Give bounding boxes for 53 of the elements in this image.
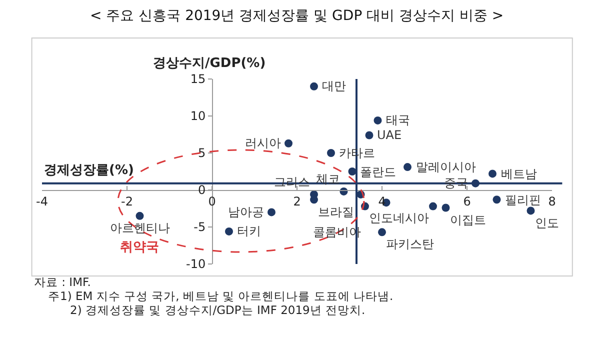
x-tick-label: -2 xyxy=(121,194,133,208)
point xyxy=(327,149,335,157)
text: 주1) EM 지수 구성 국가, 베트남 및 아르헨티나를 도표에 나타냄. xyxy=(48,289,394,303)
x-axis-title: 경제성장률(%) xyxy=(44,163,134,178)
point xyxy=(225,227,233,236)
annotation: 체코 xyxy=(316,172,340,186)
annotation: 대만 xyxy=(322,79,346,93)
y-axis-title: 경상수지/GDP(%) xyxy=(153,56,266,71)
annotation: 인도네시아 xyxy=(369,211,429,225)
point xyxy=(488,170,496,178)
annotation: 브라질 xyxy=(318,205,354,219)
y-tick-label: 15 xyxy=(190,72,206,86)
point xyxy=(310,196,318,204)
annotation: 인도 xyxy=(535,216,559,230)
y-tick-label: -5 xyxy=(194,220,206,234)
point xyxy=(310,82,318,90)
point xyxy=(268,208,276,216)
annotation: 태국 xyxy=(386,113,410,127)
x-tick-label: 8 xyxy=(548,194,556,208)
x-tick-label: 2 xyxy=(293,194,301,208)
point xyxy=(526,206,535,215)
chart-title: < 주요 신흥국 2019년 경제성장률 및 GDP 대비 경상수지 비중 > xyxy=(90,8,504,24)
annotation: 남아공 xyxy=(228,205,264,219)
text: 자료 : IMF. xyxy=(34,275,91,289)
text: 2) 경제성장률 및 경상수지/GDP는 IMF 2019년 전망치. xyxy=(70,303,366,317)
annotation: 말레이시아 xyxy=(416,160,476,174)
point xyxy=(374,116,382,124)
x-tick-label: -4 xyxy=(36,194,48,208)
point xyxy=(492,196,501,204)
point xyxy=(442,204,450,212)
point xyxy=(284,139,292,148)
annotation: 폴란드 xyxy=(360,165,396,179)
point xyxy=(136,212,144,220)
y-tick-label: -10 xyxy=(186,257,206,272)
annotation: 터키 xyxy=(237,224,261,238)
point xyxy=(365,131,374,140)
annotation: 필리핀 xyxy=(505,193,541,207)
x-tick-label: 6 xyxy=(463,194,471,208)
y-tick-label: 0 xyxy=(198,183,206,198)
annotation: 이집트 xyxy=(450,213,486,227)
annotation: UAE xyxy=(377,128,402,142)
annotation: 아르헨티나 xyxy=(110,221,170,235)
annotation: 러시아 xyxy=(245,136,281,150)
y-tick-label: 5 xyxy=(198,146,206,160)
point xyxy=(348,168,356,176)
y-tick-label: 10 xyxy=(190,109,206,124)
x-tick-label: 0 xyxy=(208,194,216,208)
annotation: 취약국 xyxy=(120,240,159,255)
point xyxy=(404,163,412,172)
annotation: 베트남 xyxy=(501,167,537,181)
point xyxy=(378,228,386,236)
point xyxy=(429,202,437,210)
annotation: 파키스탄 xyxy=(386,237,434,251)
